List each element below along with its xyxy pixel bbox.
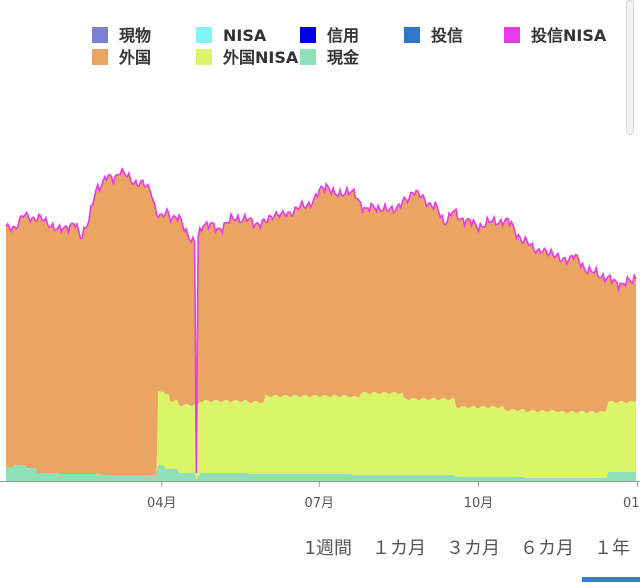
x-tick-label-3: 01月: [623, 496, 640, 511]
plot-area: [0, 166, 640, 482]
x-tick-label-2: 10月: [464, 496, 494, 511]
legend-label-6[interactable]: 外国NISA: [222, 48, 299, 67]
series-line-toushin-nisa: [5, 166, 637, 474]
series-area-gaikoku: [6, 168, 636, 480]
tab-1-week[interactable]: 1週間: [304, 538, 352, 559]
legend-label-2[interactable]: 信用: [327, 26, 359, 45]
legend-swatch-3: [404, 27, 420, 43]
series-area-cash: [6, 465, 636, 481]
legend-label-0[interactable]: 現物: [119, 26, 151, 45]
legend-swatch-5: [92, 49, 108, 65]
tab-1-month[interactable]: １カ月: [372, 538, 426, 559]
legend: 現物 NISA 信用 投信 投信NISA 外国 外国NISA 現金: [92, 26, 607, 67]
legend-swatch-1: [196, 27, 212, 43]
legend-label-1[interactable]: NISA: [223, 26, 267, 45]
scrollbar[interactable]: [626, 0, 634, 135]
legend-swatch-7: [300, 49, 316, 65]
legend-label-7[interactable]: 現金: [327, 48, 360, 67]
x-axis-ticks: 04月 07月 10月 01月: [147, 481, 640, 511]
series-area-gaikoku-nisa: [6, 390, 636, 479]
tab-3-months[interactable]: ３カ月: [446, 538, 500, 559]
tab-6-months[interactable]: ６カ月: [520, 538, 574, 559]
legend-label-4[interactable]: 投信NISA: [531, 26, 607, 45]
x-tick-label-1: 07月: [304, 496, 334, 511]
legend-swatch-2: [300, 27, 316, 43]
tab-1-year[interactable]: １年: [582, 534, 640, 582]
legend-swatch-0: [92, 27, 108, 43]
period-tabs: 1週間 １カ月 ３カ月 ６カ月 １年: [270, 532, 640, 582]
legend-swatch-4: [504, 27, 520, 43]
x-tick-label-0: 04月: [147, 496, 177, 511]
legend-swatch-6: [196, 49, 212, 65]
legend-label-5[interactable]: 外国: [118, 48, 151, 67]
legend-label-3[interactable]: 投信: [431, 26, 463, 45]
